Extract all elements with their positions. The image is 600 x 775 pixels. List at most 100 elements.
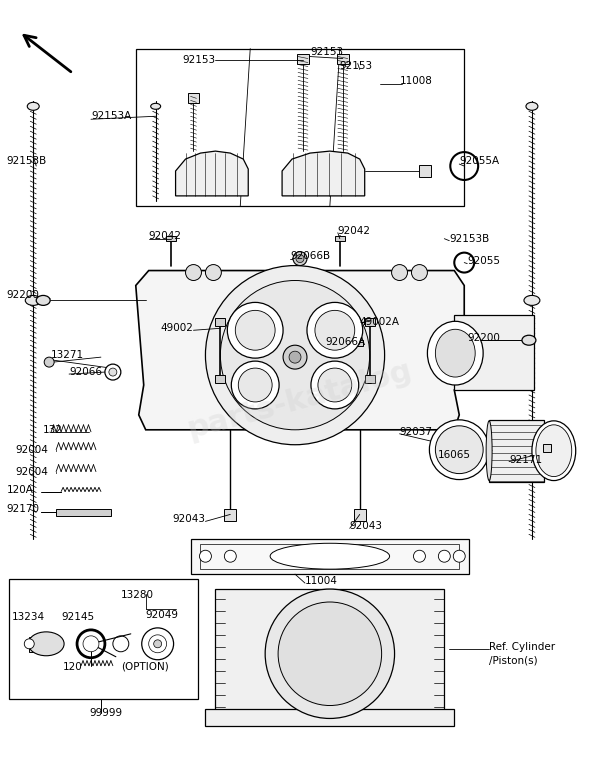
Circle shape [24,639,34,649]
Bar [215,589,445,714]
Ellipse shape [532,421,576,480]
Circle shape [278,602,382,705]
Circle shape [430,420,489,480]
Text: 11008: 11008 [400,77,433,87]
Circle shape [307,302,363,358]
Circle shape [453,550,465,562]
Ellipse shape [522,336,536,345]
Circle shape [105,364,121,380]
Ellipse shape [28,632,64,656]
Circle shape [235,310,275,350]
Circle shape [199,550,211,562]
Circle shape [220,281,370,430]
Text: 92153B: 92153B [449,234,490,243]
Circle shape [374,550,386,562]
Bar [215,375,226,383]
Ellipse shape [151,103,161,109]
Text: 92043: 92043 [172,515,205,525]
Circle shape [109,368,117,376]
Circle shape [344,550,356,562]
Text: 92171: 92171 [509,455,542,465]
Bar [454,315,534,390]
Ellipse shape [486,421,492,480]
Bar [205,708,454,726]
Text: 49002A: 49002A [360,317,400,327]
Text: 92153: 92153 [340,61,373,71]
Bar [191,539,469,574]
Text: 92200: 92200 [467,333,500,343]
Circle shape [265,589,395,718]
Circle shape [296,255,304,263]
Circle shape [315,310,355,350]
Text: Ref. Cylinder: Ref. Cylinder [489,642,555,652]
Ellipse shape [436,329,475,377]
Circle shape [439,550,451,562]
Bar [188,93,199,103]
Text: 92153A: 92153A [91,112,131,121]
Polygon shape [136,270,464,430]
Text: 132: 132 [43,425,63,435]
Bar [56,509,111,516]
Text: 92200: 92200 [7,291,39,301]
Text: 11004: 11004 [305,576,338,586]
Text: 92153: 92153 [310,46,343,57]
Circle shape [412,264,427,281]
Text: 16065: 16065 [437,449,470,460]
Bar [419,165,431,177]
Bar [166,236,176,241]
Circle shape [289,351,301,363]
Circle shape [413,550,425,562]
Text: parts-katalog: parts-katalog [184,356,416,444]
Text: /Piston(s): /Piston(s) [489,656,538,666]
Text: 13234: 13234 [11,612,44,622]
Ellipse shape [526,102,538,110]
Bar [224,509,236,522]
Text: 92004: 92004 [16,445,48,455]
Text: 92145: 92145 [61,612,94,622]
Ellipse shape [427,322,483,385]
Text: 13271: 13271 [51,350,84,360]
Text: 92066A: 92066A [325,337,365,347]
Circle shape [205,266,385,445]
Ellipse shape [293,252,307,266]
Bar [335,236,345,241]
Text: 92042: 92042 [149,231,182,241]
Text: (OPTION): (OPTION) [121,662,169,672]
Circle shape [232,361,279,409]
Bar [29,637,49,652]
Circle shape [311,361,359,409]
Text: 92055A: 92055A [459,156,499,166]
Text: 120: 120 [63,662,83,672]
Bar [297,53,309,64]
Bar [200,544,459,569]
Polygon shape [136,49,464,206]
Circle shape [205,264,221,281]
Text: 99999: 99999 [89,708,122,718]
Bar [543,444,551,452]
Text: 92066: 92066 [69,367,102,377]
Text: 120A: 120A [7,484,33,494]
Text: 92066B: 92066B [290,250,330,260]
Ellipse shape [25,295,41,305]
Ellipse shape [27,102,39,110]
Text: 92042: 92042 [338,226,371,236]
Circle shape [436,425,483,474]
Circle shape [83,636,99,652]
Text: 92049: 92049 [146,610,179,620]
Bar [489,420,544,481]
Text: 92043: 92043 [350,522,383,532]
Bar [354,509,365,522]
Bar [365,375,374,383]
Circle shape [283,345,307,369]
Text: 92037: 92037 [400,427,433,437]
Ellipse shape [536,425,572,477]
Text: 92055: 92055 [467,256,500,266]
Circle shape [392,264,407,281]
Text: 92153: 92153 [182,54,215,64]
Polygon shape [282,151,365,196]
Ellipse shape [36,295,50,305]
Bar [365,319,374,326]
Circle shape [227,302,283,358]
Bar [337,53,349,64]
Circle shape [185,264,202,281]
